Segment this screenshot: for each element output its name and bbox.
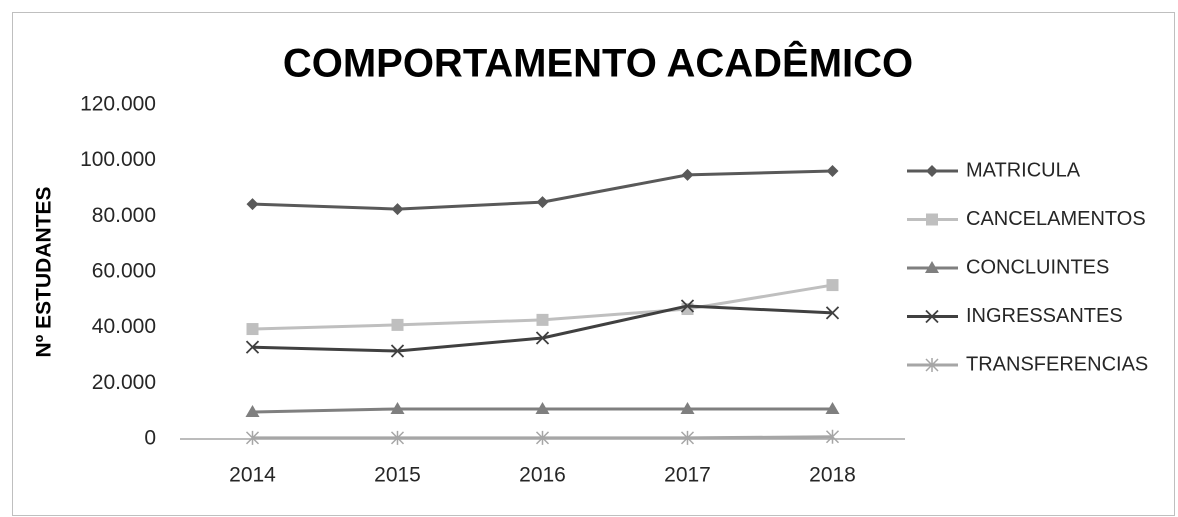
x-tick-label: 2016 <box>519 464 566 487</box>
x-tick-label: 2017 <box>664 464 711 487</box>
x-tick-label: 2018 <box>809 464 856 487</box>
legend-marker <box>925 261 939 273</box>
point-marker <box>390 430 405 445</box>
x-tick-label: 2015 <box>374 464 421 487</box>
point-marker <box>246 198 259 211</box>
legend-marker <box>925 309 939 324</box>
point-marker <box>391 318 404 331</box>
legend-label: INGRESSANTES <box>966 305 1123 327</box>
point-marker <box>390 344 405 358</box>
legend-label: MATRICULA <box>966 159 1081 181</box>
y-tick-label: 20.000 <box>92 371 156 394</box>
legend-label: CANCELAMENTOS <box>966 208 1146 230</box>
point-marker <box>245 405 260 418</box>
point-marker <box>825 306 840 320</box>
legend-label: CONCLUINTES <box>966 256 1109 278</box>
point-marker <box>535 430 550 445</box>
point-marker <box>535 401 550 414</box>
point-marker <box>536 313 549 326</box>
point-marker <box>826 279 839 292</box>
y-tick-label: 80.000 <box>92 204 156 227</box>
series-line <box>252 304 833 353</box>
point-marker <box>535 331 550 345</box>
point-marker <box>245 430 260 445</box>
x-tick-label: 2014 <box>229 464 276 487</box>
y-tick-label: 120.000 <box>80 93 156 116</box>
y-tick-label: 40.000 <box>92 315 156 338</box>
point-marker <box>825 429 840 444</box>
point-marker <box>390 401 405 414</box>
point-marker <box>246 323 259 336</box>
point-marker <box>680 430 695 445</box>
legend-marker <box>926 213 938 226</box>
legend-marker <box>925 358 939 372</box>
legend-label: TRANSFERENCIAS <box>966 353 1148 375</box>
y-tick-label: 0 <box>144 427 156 450</box>
point-marker <box>536 196 549 209</box>
legend-marker <box>926 165 938 177</box>
y-axis-label: Nº ESTUDANTES <box>33 186 56 357</box>
y-tick-label: 100.000 <box>80 148 156 171</box>
point-marker <box>680 401 695 414</box>
chart-title: COMPORTAMENTO ACADÊMICO <box>283 40 913 86</box>
point-marker <box>826 164 839 177</box>
y-tick-label: 60.000 <box>92 260 156 283</box>
point-marker <box>391 203 404 216</box>
point-marker <box>680 299 695 313</box>
chart-frame <box>12 12 1175 516</box>
point-marker <box>825 401 840 414</box>
point-marker <box>245 340 260 354</box>
point-marker <box>681 168 694 181</box>
